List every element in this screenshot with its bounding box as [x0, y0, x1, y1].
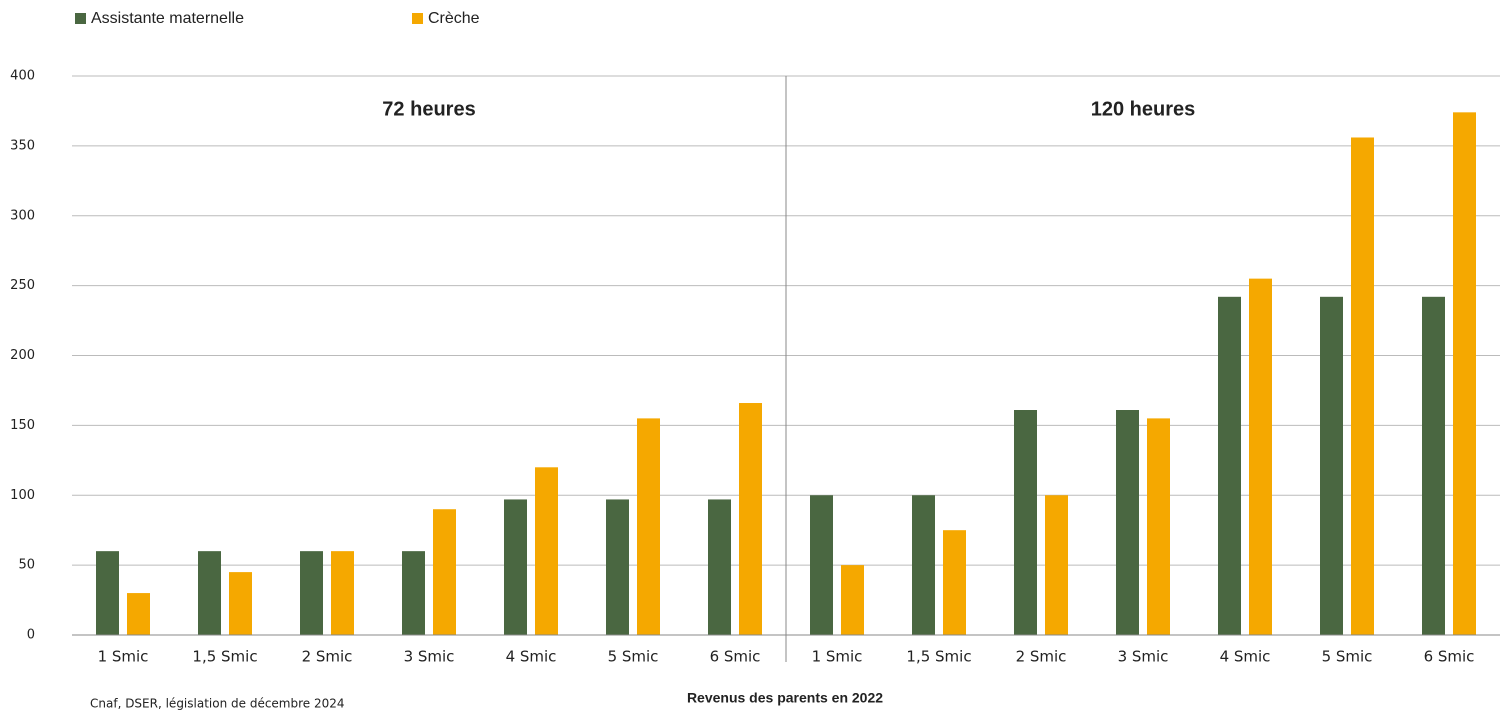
legend-swatch: [75, 13, 86, 24]
bar: [841, 565, 864, 635]
y-tick-label: 300: [10, 208, 35, 223]
bar: [1014, 410, 1037, 635]
bar: [606, 499, 629, 635]
bar: [300, 551, 323, 635]
x-tick-label: 3 Smic: [1118, 648, 1169, 666]
bar: [912, 495, 935, 635]
x-tick-label: 1,5 Smic: [192, 648, 257, 666]
y-tick-label: 400: [10, 69, 35, 84]
bar: [1453, 112, 1476, 635]
bar: [1218, 296, 1241, 635]
y-tick-label: 250: [10, 278, 35, 293]
bar: [708, 499, 731, 635]
x-tick-label: 6 Smic: [710, 648, 761, 666]
y-tick-label: 150: [10, 418, 35, 433]
y-tick-label: 350: [10, 138, 35, 153]
legend-label: Crèche: [428, 10, 480, 27]
bar: [535, 467, 558, 635]
x-tick-label: 4 Smic: [1220, 648, 1271, 666]
legend-label: Assistante maternelle: [91, 10, 244, 27]
y-tick-label: 50: [18, 558, 35, 573]
bar: [127, 593, 150, 635]
bar: [433, 509, 456, 635]
bar: [504, 499, 527, 635]
bar: [331, 551, 354, 635]
panel-title: 72 heures: [382, 98, 475, 120]
bar: [810, 495, 833, 635]
x-tick-label: 1 Smic: [812, 648, 863, 666]
bar: [229, 572, 252, 635]
y-tick-label: 100: [10, 488, 35, 503]
bar: [198, 551, 221, 635]
x-tick-label: 1 Smic: [98, 648, 149, 666]
bar: [739, 403, 762, 635]
x-tick-label: 5 Smic: [608, 648, 659, 666]
source-note: Cnaf, DSER, législation de décembre 2024: [90, 697, 345, 711]
bar: [1147, 418, 1170, 635]
panel-title: 120 heures: [1091, 98, 1196, 120]
x-tick-label: 2 Smic: [1016, 648, 1067, 666]
y-tick-label: 200: [10, 348, 35, 363]
x-tick-label: 1,5 Smic: [906, 648, 971, 666]
y-tick-label: 0: [27, 628, 35, 643]
bar: [1116, 410, 1139, 635]
bar: [1320, 296, 1343, 635]
x-tick-label: 5 Smic: [1322, 648, 1373, 666]
bar: [96, 551, 119, 635]
bar: [402, 551, 425, 635]
bar: [1249, 278, 1272, 635]
x-axis-title: Revenus des parents en 2022: [687, 690, 883, 706]
bar: [1422, 296, 1445, 635]
bar: [943, 530, 966, 635]
legend-swatch: [412, 13, 423, 24]
bar: [1045, 495, 1068, 635]
x-tick-label: 3 Smic: [404, 648, 455, 666]
x-tick-label: 2 Smic: [302, 648, 353, 666]
x-tick-label: 6 Smic: [1424, 648, 1475, 666]
bar: [637, 418, 660, 635]
bar: [1351, 137, 1374, 636]
x-tick-label: 4 Smic: [506, 648, 557, 666]
